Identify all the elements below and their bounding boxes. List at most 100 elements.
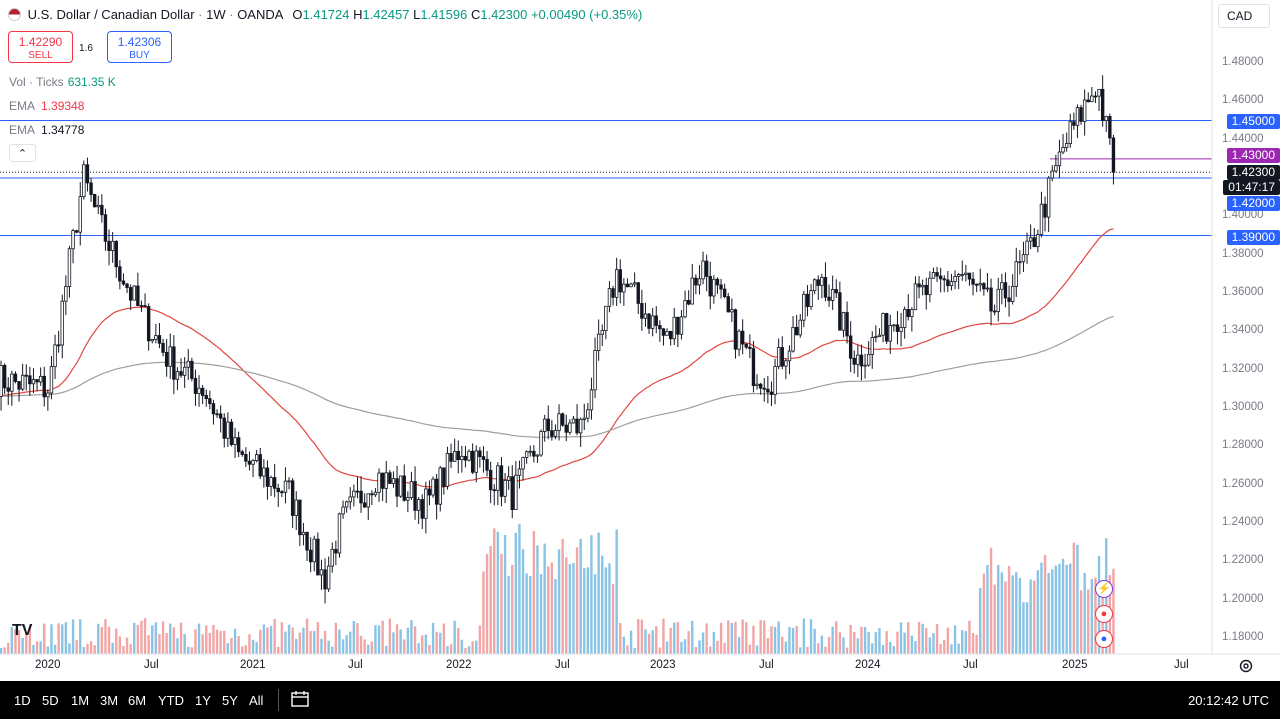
candle bbox=[229, 418, 234, 447]
volume-bar bbox=[1011, 575, 1014, 654]
volume-bar bbox=[97, 623, 100, 654]
volume-bar bbox=[46, 646, 50, 654]
ema-fast-legend[interactable]: EMA 1.39348 bbox=[9, 99, 85, 113]
candle bbox=[53, 334, 57, 379]
utc-clock[interactable]: 20:12:42 UTC bbox=[1188, 693, 1269, 708]
collapse-legend-button[interactable]: ⌃ bbox=[9, 144, 36, 162]
usd-flag-icon bbox=[8, 8, 21, 21]
volume-bar bbox=[644, 629, 647, 654]
candle bbox=[701, 251, 705, 285]
volume-bar bbox=[172, 627, 176, 654]
candle bbox=[726, 292, 730, 313]
volume-bar bbox=[935, 624, 939, 654]
volume-bar bbox=[914, 641, 917, 654]
ohlc-values: O1.41724 H1.42457 L1.41596 C1.42300 +0.0… bbox=[292, 7, 643, 22]
ema-fast-line[interactable] bbox=[0, 228, 1114, 489]
volume-bar bbox=[507, 575, 510, 654]
range-button-5y[interactable]: 5Y bbox=[222, 693, 238, 708]
range-button-all[interactable]: All bbox=[249, 693, 264, 708]
lightning-icon[interactable]: ⚡ bbox=[1095, 580, 1113, 598]
volume-bar bbox=[269, 625, 273, 654]
date-range-icon[interactable] bbox=[290, 690, 310, 708]
volume-bar bbox=[608, 563, 611, 654]
range-button-6m[interactable]: 6M bbox=[128, 693, 147, 708]
candle bbox=[456, 440, 460, 474]
candle bbox=[1075, 104, 1080, 138]
canada-flag-icon[interactable]: ● bbox=[1095, 605, 1113, 623]
volume-bar bbox=[1079, 590, 1083, 654]
volume-bar bbox=[853, 631, 856, 654]
volume-bar bbox=[370, 641, 374, 654]
volume-legend[interactable]: Vol · Ticks 631.35 K bbox=[9, 75, 116, 89]
candle bbox=[733, 308, 738, 359]
candle bbox=[676, 316, 680, 348]
ema-slow-line[interactable] bbox=[0, 315, 1114, 438]
volume-bar bbox=[93, 645, 96, 654]
candle bbox=[881, 312, 885, 343]
candle bbox=[593, 337, 597, 399]
candle bbox=[319, 559, 324, 590]
candle bbox=[524, 450, 529, 464]
candle bbox=[1039, 191, 1044, 238]
volume-bar bbox=[1058, 563, 1061, 654]
volume-bar bbox=[748, 644, 752, 654]
candle bbox=[125, 282, 129, 293]
volume-bar bbox=[205, 625, 208, 654]
symbol-title[interactable]: U.S. Dollar / Canadian Dollar bbox=[27, 7, 195, 22]
interval-label[interactable]: 1W bbox=[206, 7, 226, 22]
volume-bar bbox=[197, 623, 201, 654]
volume-bar bbox=[154, 622, 158, 654]
candle bbox=[150, 338, 154, 344]
price-tick: 1.30000 bbox=[1222, 401, 1264, 413]
candle bbox=[1043, 196, 1047, 232]
range-button-1y[interactable]: 1Y bbox=[195, 693, 211, 708]
range-button-ytd[interactable]: YTD bbox=[158, 693, 184, 708]
range-button-1d[interactable]: 1D bbox=[14, 693, 31, 708]
volume-bar bbox=[273, 618, 276, 654]
candle bbox=[1036, 229, 1040, 253]
candle bbox=[1054, 154, 1058, 173]
sell-button[interactable]: 1.42290 SELL bbox=[8, 31, 73, 63]
volume-bar bbox=[1090, 579, 1094, 654]
volume-bar bbox=[248, 634, 251, 654]
volume-bar bbox=[25, 631, 28, 654]
buy-button[interactable]: 1.42306 BUY bbox=[107, 31, 172, 63]
volume-bar bbox=[1112, 568, 1115, 654]
volume-bar bbox=[1043, 555, 1047, 654]
candle bbox=[1068, 113, 1072, 148]
range-button-5d[interactable]: 5D bbox=[42, 693, 59, 708]
candle bbox=[528, 445, 532, 457]
symbol-header: U.S. Dollar / Canadian Dollar · 1W · OAN… bbox=[8, 7, 642, 22]
volume-bar bbox=[745, 622, 748, 654]
candle bbox=[834, 279, 838, 298]
candle bbox=[247, 451, 252, 471]
price-chart[interactable] bbox=[0, 0, 1280, 681]
price-tick: 1.40000 bbox=[1222, 209, 1264, 222]
volume-bar bbox=[1069, 563, 1072, 654]
volume-bar bbox=[971, 633, 975, 654]
candle bbox=[492, 484, 496, 506]
candle bbox=[992, 304, 997, 316]
candle bbox=[1111, 134, 1116, 185]
settings-gear-icon[interactable] bbox=[1238, 658, 1254, 674]
ema-slow-legend[interactable]: EMA 1.34778 bbox=[9, 123, 85, 137]
candle bbox=[510, 465, 514, 519]
volume-bar bbox=[266, 627, 269, 654]
us-flag-icon[interactable]: ● bbox=[1095, 630, 1113, 648]
range-button-3m[interactable]: 3M bbox=[100, 693, 119, 708]
candle bbox=[326, 556, 331, 592]
volume-bar bbox=[161, 621, 165, 654]
volume-bar bbox=[406, 627, 410, 654]
candle bbox=[31, 368, 36, 393]
volume-bar bbox=[1029, 579, 1032, 654]
tradingview-logo[interactable]: TV bbox=[12, 622, 33, 639]
volume-bar bbox=[737, 637, 741, 654]
candle bbox=[766, 376, 770, 404]
volume-bar bbox=[482, 571, 485, 654]
volume-bar bbox=[367, 644, 370, 654]
currency-button[interactable]: CAD bbox=[1218, 4, 1270, 28]
candle bbox=[74, 229, 79, 234]
volume-bar bbox=[446, 645, 449, 654]
volume-bar bbox=[770, 626, 773, 654]
range-button-1m[interactable]: 1M bbox=[71, 693, 90, 708]
